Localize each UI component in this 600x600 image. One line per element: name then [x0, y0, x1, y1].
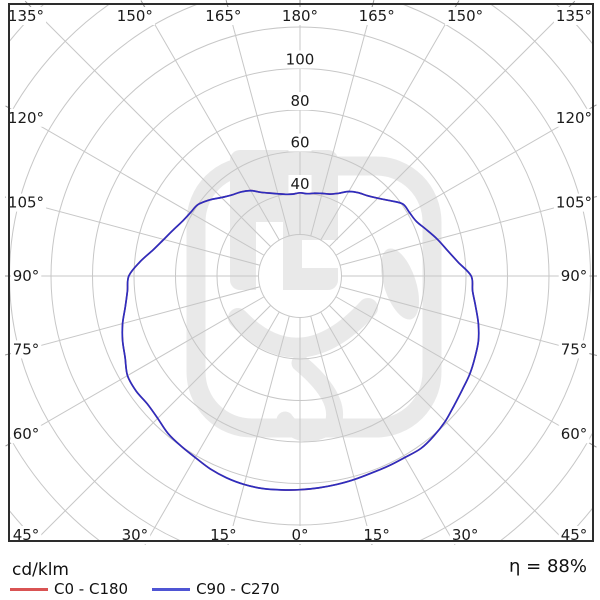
angle-label-bg [208, 526, 239, 544]
angle-label: 60° [13, 425, 40, 443]
angle-label: 150° [447, 7, 483, 25]
unit-label: cd/klm [12, 560, 69, 580]
grid-spoke [228, 315, 290, 540]
efficiency-value: η = 88% [509, 556, 587, 577]
angle-label: 90° [13, 267, 40, 285]
grid-spoke [226, 5, 290, 237]
angle-label-bg [553, 7, 595, 25]
angle-label-bg [10, 425, 42, 444]
angle-label: 120° [8, 109, 44, 127]
angle-label-bg [558, 267, 590, 285]
grid-spoke [10, 286, 261, 355]
polar-chart: 0° 15° 15° 30° 30° 45° 45° 60° 60° 75° 75° 90° 90° 10… [5, 0, 597, 545]
grid-spoke [339, 286, 592, 355]
angle-label: 75° [13, 340, 40, 358]
grid-spoke [10, 107, 265, 256]
watermark-tile-slot-vertical [256, 222, 283, 290]
angle-label: 0° [291, 526, 308, 544]
grid-spoke [28, 5, 272, 248]
angle-label-bg [10, 267, 42, 285]
angle-label-bg [5, 193, 47, 212]
angle-label-bg [279, 7, 321, 25]
grid-spoke [328, 304, 565, 540]
curve-C90-C270 [121, 189, 480, 491]
grid-spoke [328, 5, 572, 248]
grid-spoke [35, 304, 272, 540]
legend: C0 - C180 C90 - C270 [10, 579, 304, 599]
angle-label-bg [289, 526, 311, 544]
angle-label: 180° [282, 7, 318, 25]
angle-label: 15° [363, 526, 390, 544]
angle-label: 90° [561, 267, 588, 285]
angle-label: 120° [556, 109, 592, 127]
angle-label-bg [119, 526, 151, 544]
angle-label-bg [114, 7, 155, 25]
watermark-tile [230, 150, 338, 290]
radial-label: 60 [290, 134, 309, 152]
watermark-smile [228, 298, 378, 358]
grid-spoke [10, 296, 265, 445]
angle-label-bg [558, 425, 590, 444]
grid-spoke [335, 296, 592, 446]
angle-label: 135° [556, 7, 592, 25]
radial-label: 100 [286, 51, 315, 69]
grid-spoke [10, 197, 261, 266]
angle-label-bg [449, 526, 481, 544]
radial-label-bg [288, 133, 312, 152]
angle-label: 75° [561, 340, 588, 358]
angle-label-bg [203, 7, 244, 25]
angle-label-bg [553, 193, 595, 212]
grid-spoke [320, 311, 453, 540]
angle-label: 165° [359, 7, 395, 25]
chart-border [8, 3, 594, 542]
angle-label-bg [5, 108, 47, 127]
legend-line-c90-icon [152, 587, 191, 591]
radial-label-bg [283, 50, 317, 69]
grid-spoke [335, 106, 592, 256]
angle-label-bg [10, 340, 42, 359]
grid-spoke [310, 5, 374, 237]
angle-label-bg [10, 526, 42, 544]
axis-labels: 0° 15° 15° 30° 30° 45° 45° 60° 60° 75° 75° 90° 90° 10… [5, 7, 595, 544]
watermark-tile-slot-horizontal [302, 240, 338, 268]
angle-label: 105° [8, 194, 44, 212]
angle-label-bg [558, 526, 590, 544]
angle-label-bg [558, 340, 590, 359]
angle-label: 150° [117, 7, 153, 25]
angle-label: 15° [210, 526, 237, 544]
radial-label-bg [288, 175, 312, 193]
legend-label-c0: C0 - C180 [54, 580, 129, 598]
legend-line-c0-icon [10, 587, 48, 591]
grid-spoke [142, 5, 280, 241]
grid-spoke [339, 197, 592, 266]
angle-label-bg [5, 7, 47, 25]
watermark-curl [276, 354, 343, 442]
angle-label: 60° [561, 425, 588, 443]
angle-label-bg [361, 526, 392, 544]
legend-label-c90: C90 - C270 [196, 580, 280, 598]
angle-label: 30° [122, 526, 149, 544]
angle-label: 105° [556, 194, 592, 212]
angle-label: 135° [8, 7, 44, 25]
radial-label-bg [288, 92, 312, 110]
angle-label: 30° [452, 526, 479, 544]
radial-label: 80 [290, 92, 309, 110]
angle-label: 45° [561, 526, 588, 544]
angle-label: 165° [205, 7, 241, 25]
angle-label: 45° [13, 526, 40, 544]
radial-label: 40 [290, 175, 309, 193]
angle-label-bg [445, 7, 486, 25]
watermark-drop [380, 248, 420, 320]
angle-label-bg [553, 108, 595, 127]
grid-spoke [310, 315, 372, 540]
angle-label-bg [356, 7, 397, 25]
polar-chart-canvas: 0° 15° 15° 30° 30° 45° 45° 60° 60° 75° 75° 90° 90° 10… [5, 0, 597, 545]
grid-spoke [147, 311, 280, 540]
intensity-curves [121, 189, 480, 491]
grid-spoke [320, 5, 458, 241]
